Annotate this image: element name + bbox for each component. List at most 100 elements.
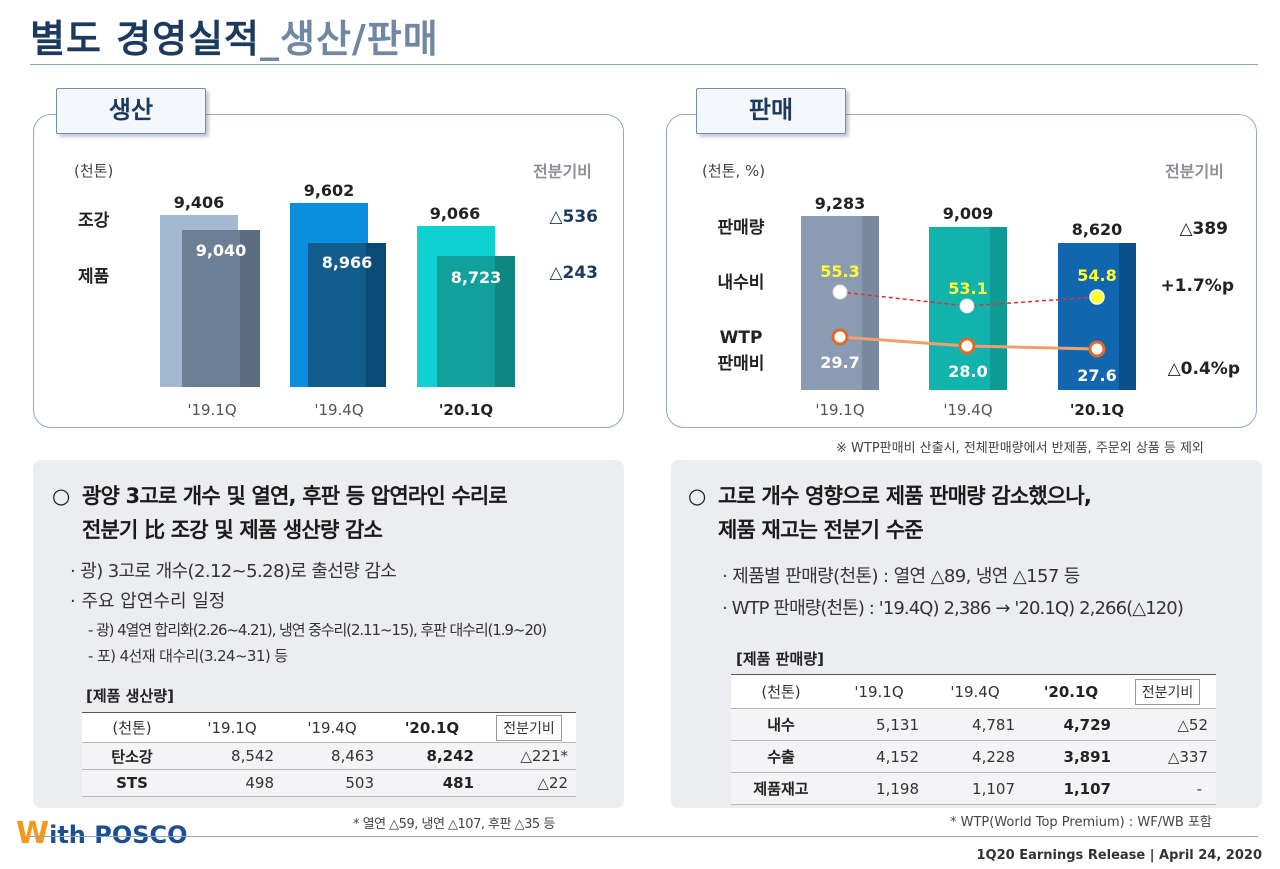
sales-diff-domestic: +1.7%p <box>1160 276 1234 296</box>
production-th-q1: '19.1Q <box>182 712 282 743</box>
production-product-value-q3: 8,723 <box>450 268 502 287</box>
production-diff-steel: △536 <box>549 207 598 227</box>
production-label-product: 제품 <box>78 267 110 287</box>
sales-th-compare-label: 전분기비 <box>1134 678 1201 705</box>
wtp-ratio-value-q3: 27.6 <box>1077 366 1117 385</box>
sales-tab: 판매 <box>696 88 846 134</box>
domestic-ratio-point-q2 <box>959 298 975 314</box>
sales-table-footnote: * WTP(World Top Premium) : WF/WB 포함 <box>950 815 1212 830</box>
production-cell: 503 <box>282 769 382 797</box>
sales-cell: 4,228 <box>927 740 1023 773</box>
sales-volume-value-q2: 9,009 <box>942 204 994 223</box>
sales-bullet-1: · 제품별 판매량(천톤) : 열연 △89, 냉연 △157 등 <box>722 566 1080 587</box>
sales-label-volume: 판매량 <box>717 218 765 238</box>
sales-bar-q1-shade <box>862 216 879 390</box>
production-th-unit: (천톤) <box>82 712 182 743</box>
sales-cell: 3,891 <box>1023 740 1119 773</box>
sales-cell: 4,781 <box>927 708 1023 741</box>
sales-th-unit: (천톤) <box>731 674 831 709</box>
sales-x-label-q1: '19.1Q <box>815 401 865 419</box>
table-row: 탄소강 8,542 8,463 8,242 △221* <box>82 742 576 770</box>
sales-table-title: [제품 판매량] <box>736 650 824 668</box>
sales-lines <box>831 284 1106 358</box>
sales-row-label: 수출 <box>731 740 831 773</box>
sales-table: (천톤) '19.1Q '19.4Q '20.1Q 전분기비 내수 5,131 … <box>731 674 1216 805</box>
production-x-label-q1: '19.1Q <box>187 401 237 419</box>
sales-th-q2: '19.4Q <box>927 674 1023 709</box>
sales-x-label-q3: '20.1Q <box>1069 401 1125 419</box>
sales-headline-mark: ○ <box>688 484 707 508</box>
sales-cell: 1,107 <box>927 772 1023 805</box>
wtp-ratio-point-q1 <box>831 328 849 346</box>
production-product-value-q1: 9,040 <box>195 241 247 260</box>
logo-text: ith POSCO <box>49 821 188 849</box>
sales-footnote: ※ WTP판매비 산출시, 전체판매량에서 반제품, 주문외 상품 등 제외 <box>836 441 1204 456</box>
production-tab: 생산 <box>56 88 206 134</box>
sales-label-domestic: 내수비 <box>717 273 765 293</box>
production-headline-2: 전분기 比 조강 및 제품 생산량 감소 <box>82 518 383 542</box>
table-row: 제품재고 1,198 1,107 1,107 - <box>731 772 1216 805</box>
sales-headline-1: 고로 개수 영향으로 제품 판매량 감소했으나, <box>718 484 1092 508</box>
table-row: 내수 5,131 4,781 4,729 △52 <box>731 708 1216 741</box>
sales-cell: 1,198 <box>831 772 927 805</box>
production-footnote: * 열연 △59, 냉연 △107, 후판 △35 등 <box>353 817 555 832</box>
sales-headline-2: 제품 재고는 전분기 수준 <box>718 518 924 542</box>
sales-bar-q2-shade <box>990 227 1007 390</box>
production-cell: 8,242 <box>382 742 482 770</box>
sales-th-q3: '20.1Q <box>1023 674 1119 709</box>
domestic-ratio-value-q3: 54.8 <box>1077 266 1117 285</box>
posco-logo: With POSCO <box>16 816 188 851</box>
production-compare-head: 전분기비 <box>533 162 592 181</box>
sales-diff-wtp: △0.4%p <box>1167 359 1240 379</box>
production-cell: 481 <box>382 769 482 797</box>
sales-cell: 4,152 <box>831 740 927 773</box>
title-divider <box>30 64 1258 65</box>
sales-label-wtp: WTP <box>719 328 763 348</box>
production-bullet-2: · 주요 압연수리 일정 <box>70 591 226 612</box>
sales-th-q1: '19.1Q <box>831 674 927 709</box>
production-row-label: 탄소강 <box>82 742 182 770</box>
sales-x-label-q2: '19.4Q <box>943 401 993 419</box>
sales-diff-volume: △389 <box>1179 219 1228 239</box>
production-cell: 498 <box>182 769 282 797</box>
sales-cell-compare: △337 <box>1119 740 1216 773</box>
production-bar-product-q3-shade <box>495 256 515 387</box>
page-title-main: 별도 경영실적 <box>30 17 260 61</box>
wtp-ratio-value-q2: 28.0 <box>948 362 988 381</box>
sales-volume-value-q3: 8,620 <box>1071 220 1123 239</box>
production-cell-compare: △22 <box>482 769 576 797</box>
production-row-label: STS <box>82 769 182 797</box>
wtp-ratio-point-q3 <box>1088 340 1106 358</box>
production-unit: (천톤) <box>74 162 114 180</box>
production-table-title: [제품 생산량] <box>86 687 174 705</box>
production-headline-1: 광양 3고로 개수 및 열연, 후판 등 압연라인 수리로 <box>82 484 508 508</box>
production-product-value-q2: 8,966 <box>321 253 373 272</box>
sales-row-label: 내수 <box>731 708 831 741</box>
production-cell-compare: △221* <box>482 742 576 770</box>
domestic-ratio-value-q2: 53.1 <box>948 279 988 298</box>
production-cell: 8,542 <box>182 742 282 770</box>
logo-w: W <box>16 816 50 851</box>
production-headline-mark: ○ <box>52 484 71 508</box>
production-steel-value-q2: 9,602 <box>303 181 355 200</box>
sales-th-compare: 전분기비 <box>1119 674 1216 709</box>
sales-unit: (천톤, %) <box>702 162 766 180</box>
production-subbullet-2: - 포) 4선재 대수리(3.24~31) 등 <box>88 647 288 665</box>
production-th-compare-label: 전분기비 <box>496 714 562 741</box>
domestic-ratio-point-q3 <box>1089 289 1105 305</box>
sales-table-header: (천톤) '19.1Q '19.4Q '20.1Q 전분기비 <box>731 674 1216 709</box>
footer-release: 1Q20 Earnings Release | April 24, 2020 <box>976 848 1263 863</box>
sales-cell: 5,131 <box>831 708 927 741</box>
table-row: STS 498 503 481 △22 <box>82 769 576 797</box>
production-th-compare: 전분기비 <box>482 712 576 743</box>
production-diff-product: △243 <box>549 263 598 283</box>
sales-row-label: 제품재고 <box>731 772 831 805</box>
production-steel-value-q3: 9,066 <box>429 204 481 223</box>
production-bullet-1: · 광) 3고로 개수(2.12~5.28)로 출선량 감소 <box>70 561 397 582</box>
production-x-label-q3: '20.1Q <box>438 401 494 419</box>
domestic-ratio-value-q1: 55.3 <box>820 262 860 281</box>
production-x-label-q2: '19.4Q <box>314 401 364 419</box>
production-subbullet-1: - 광) 4열연 합리화(2.26~4.21), 냉연 중수리(2.11~15)… <box>88 621 547 639</box>
production-bar-product-q2-shade <box>366 243 386 387</box>
sales-cell-compare: △52 <box>1119 708 1216 741</box>
